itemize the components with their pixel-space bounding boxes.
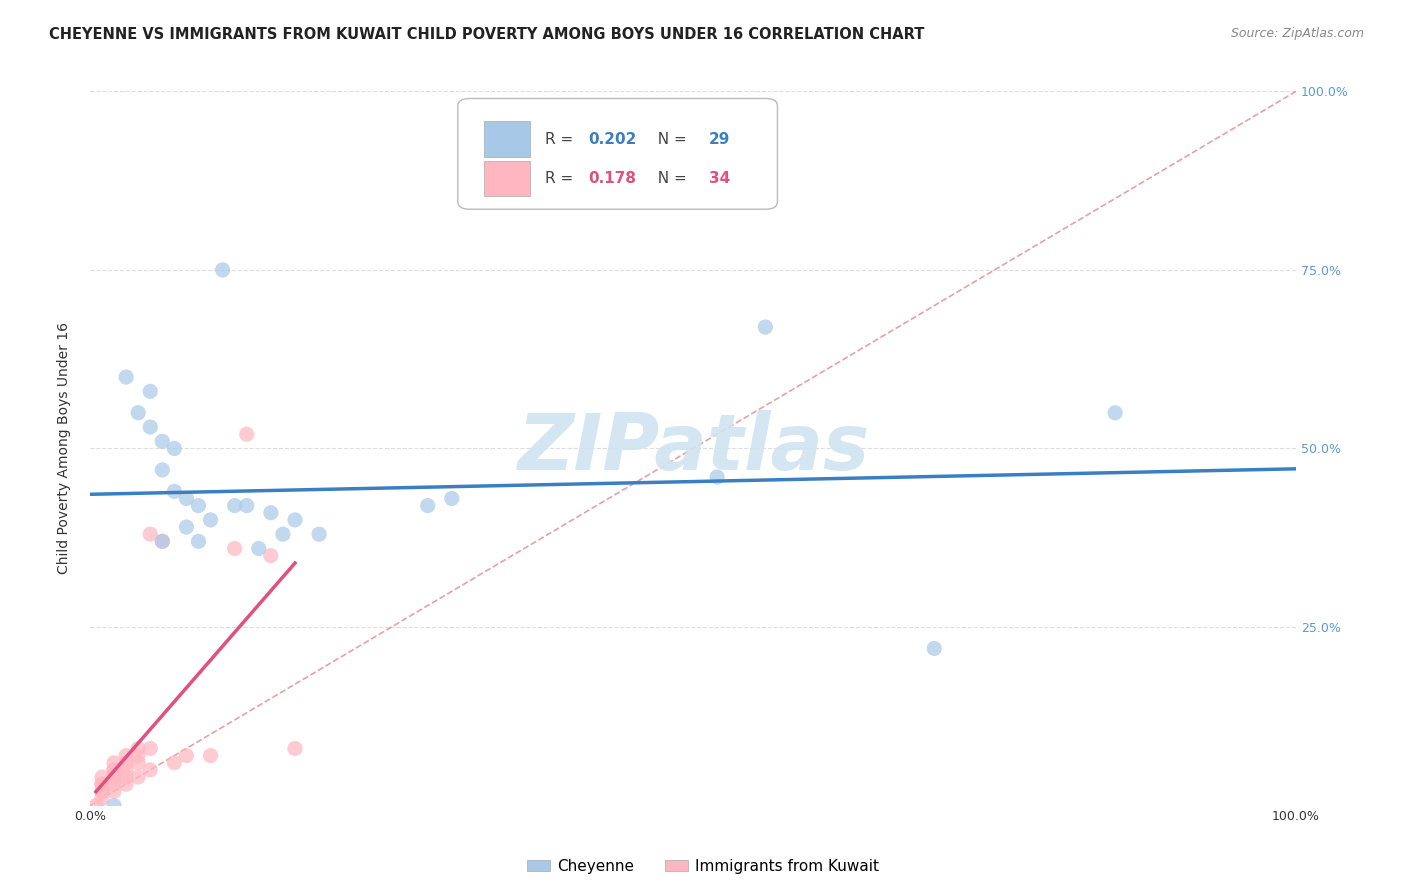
Point xyxy=(91,777,114,791)
Point xyxy=(103,763,125,777)
Point xyxy=(127,770,149,784)
Point xyxy=(103,784,125,798)
Point xyxy=(1104,406,1126,420)
Point xyxy=(200,513,222,527)
Point xyxy=(103,770,125,784)
Point xyxy=(139,384,162,399)
Point xyxy=(103,756,125,770)
Point xyxy=(284,513,307,527)
Point xyxy=(163,442,186,456)
Point xyxy=(211,263,233,277)
Point xyxy=(103,763,125,777)
Point xyxy=(139,527,162,541)
Point xyxy=(115,763,138,777)
Point xyxy=(103,798,125,813)
Point xyxy=(103,777,125,791)
Point xyxy=(706,470,728,484)
Point xyxy=(103,770,125,784)
Point xyxy=(115,770,138,784)
Point xyxy=(139,741,162,756)
Text: 29: 29 xyxy=(709,132,730,146)
Text: Source: ZipAtlas.com: Source: ZipAtlas.com xyxy=(1230,27,1364,40)
Point xyxy=(271,527,294,541)
Point xyxy=(416,499,439,513)
Point xyxy=(187,534,209,549)
Point xyxy=(224,499,246,513)
Point xyxy=(163,756,186,770)
Text: R =: R = xyxy=(544,171,578,186)
Point xyxy=(115,370,138,384)
Point xyxy=(127,756,149,770)
Point xyxy=(150,434,173,449)
Point xyxy=(150,534,173,549)
Point xyxy=(260,506,283,520)
Point xyxy=(127,748,149,763)
Point xyxy=(139,763,162,777)
Point xyxy=(284,741,307,756)
Point xyxy=(150,463,173,477)
Point xyxy=(176,748,198,763)
Point xyxy=(91,770,114,784)
Point xyxy=(91,784,114,798)
FancyBboxPatch shape xyxy=(484,161,530,196)
Point xyxy=(260,549,283,563)
Text: R =: R = xyxy=(544,132,578,146)
Text: 0.202: 0.202 xyxy=(588,132,637,146)
FancyBboxPatch shape xyxy=(458,98,778,210)
Point xyxy=(200,748,222,763)
FancyBboxPatch shape xyxy=(484,121,530,157)
Point xyxy=(115,756,138,770)
Point xyxy=(115,777,138,791)
Text: N =: N = xyxy=(648,132,692,146)
Point xyxy=(176,491,198,506)
Text: N =: N = xyxy=(648,171,692,186)
Point xyxy=(440,491,463,506)
Point xyxy=(922,641,945,656)
Point xyxy=(224,541,246,556)
Point xyxy=(187,499,209,513)
Legend: Cheyenne, Immigrants from Kuwait: Cheyenne, Immigrants from Kuwait xyxy=(520,853,886,880)
Point xyxy=(235,499,257,513)
Point xyxy=(247,541,270,556)
Point xyxy=(127,406,149,420)
Point xyxy=(754,320,776,334)
Point xyxy=(150,534,173,549)
Point xyxy=(91,777,114,791)
Point xyxy=(235,427,257,442)
Point xyxy=(127,741,149,756)
Text: ZIPatlas: ZIPatlas xyxy=(517,410,869,486)
Point xyxy=(91,791,114,805)
Point xyxy=(91,784,114,798)
Text: CHEYENNE VS IMMIGRANTS FROM KUWAIT CHILD POVERTY AMONG BOYS UNDER 16 CORRELATION: CHEYENNE VS IMMIGRANTS FROM KUWAIT CHILD… xyxy=(49,27,925,42)
Text: 34: 34 xyxy=(709,171,730,186)
Point xyxy=(115,748,138,763)
Text: 0.178: 0.178 xyxy=(588,171,636,186)
Point xyxy=(176,520,198,534)
Point xyxy=(163,484,186,499)
Point xyxy=(139,420,162,434)
Point xyxy=(84,798,107,813)
Y-axis label: Child Poverty Among Boys Under 16: Child Poverty Among Boys Under 16 xyxy=(58,323,72,574)
Point xyxy=(308,527,330,541)
